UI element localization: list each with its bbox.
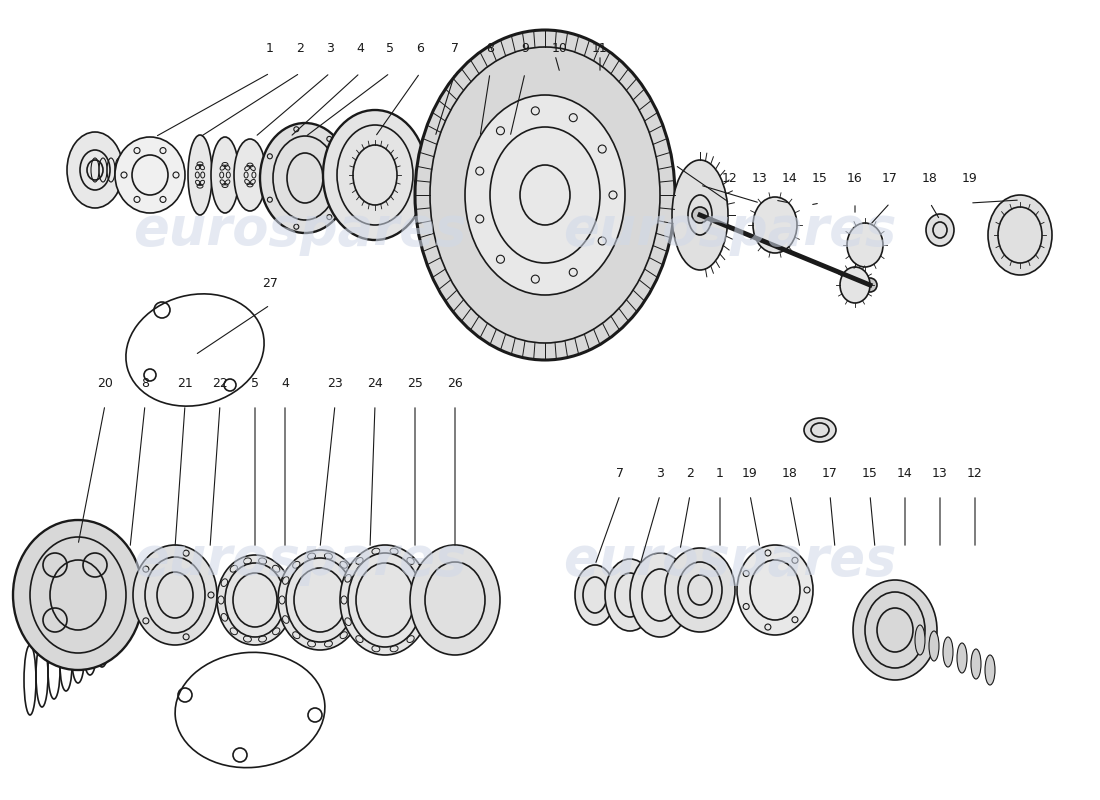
Text: 3: 3 (326, 42, 334, 55)
Text: 13: 13 (932, 467, 948, 480)
Ellipse shape (984, 655, 996, 685)
Text: 3: 3 (656, 467, 664, 480)
Text: 13: 13 (752, 172, 768, 185)
Text: 16: 16 (847, 172, 862, 185)
Text: 5: 5 (386, 42, 394, 55)
Text: 15: 15 (812, 172, 828, 185)
Text: eurospares: eurospares (133, 204, 466, 256)
Ellipse shape (804, 418, 836, 442)
Text: 27: 27 (262, 277, 278, 290)
Text: 9: 9 (521, 42, 529, 55)
Ellipse shape (957, 643, 967, 673)
Ellipse shape (260, 123, 350, 233)
Text: 8: 8 (141, 377, 149, 390)
Ellipse shape (217, 555, 293, 645)
Text: 14: 14 (898, 467, 913, 480)
Ellipse shape (915, 625, 925, 655)
Ellipse shape (971, 649, 981, 679)
Ellipse shape (211, 137, 239, 213)
Text: 15: 15 (862, 467, 878, 480)
Ellipse shape (754, 197, 798, 253)
Ellipse shape (852, 580, 937, 680)
Text: 24: 24 (367, 377, 383, 390)
Text: 19: 19 (742, 467, 758, 480)
Text: 19: 19 (962, 172, 978, 185)
Ellipse shape (67, 132, 123, 208)
Text: 21: 21 (177, 377, 192, 390)
Text: eurospares: eurospares (563, 204, 896, 256)
Text: 18: 18 (922, 172, 938, 185)
Text: 18: 18 (782, 467, 797, 480)
Ellipse shape (672, 160, 728, 270)
Text: eurospares: eurospares (563, 534, 896, 586)
Text: 10: 10 (552, 42, 568, 55)
Ellipse shape (323, 110, 427, 240)
Ellipse shape (988, 195, 1052, 275)
Ellipse shape (278, 550, 362, 650)
Text: 7: 7 (616, 467, 624, 480)
Text: 25: 25 (407, 377, 422, 390)
Ellipse shape (943, 637, 953, 667)
Ellipse shape (737, 545, 813, 635)
Text: 1: 1 (716, 467, 724, 480)
Text: 11: 11 (592, 42, 608, 55)
Text: 6: 6 (416, 42, 424, 55)
Text: 17: 17 (822, 467, 838, 480)
Ellipse shape (840, 267, 870, 303)
Ellipse shape (847, 223, 883, 267)
Ellipse shape (666, 548, 735, 632)
Ellipse shape (188, 135, 212, 215)
Text: 23: 23 (327, 377, 343, 390)
Text: 7: 7 (451, 42, 459, 55)
Ellipse shape (415, 30, 675, 360)
Ellipse shape (340, 545, 430, 655)
Text: 5: 5 (251, 377, 258, 390)
Text: 17: 17 (882, 172, 898, 185)
Ellipse shape (605, 559, 654, 631)
Text: 14: 14 (782, 172, 797, 185)
Text: 2: 2 (686, 467, 694, 480)
Text: 22: 22 (212, 377, 228, 390)
Text: 12: 12 (722, 172, 738, 185)
Ellipse shape (864, 278, 877, 292)
Ellipse shape (410, 545, 500, 655)
Ellipse shape (926, 214, 954, 246)
Ellipse shape (630, 553, 690, 637)
Ellipse shape (465, 95, 625, 295)
Ellipse shape (930, 631, 939, 661)
Text: 8: 8 (486, 42, 494, 55)
Text: 20: 20 (97, 377, 113, 390)
Ellipse shape (234, 139, 266, 211)
Ellipse shape (116, 137, 185, 213)
Text: 26: 26 (447, 377, 463, 390)
Text: 4: 4 (356, 42, 364, 55)
Text: 4: 4 (282, 377, 289, 390)
Text: 12: 12 (967, 467, 983, 480)
Ellipse shape (575, 565, 615, 625)
Text: 1: 1 (266, 42, 274, 55)
Ellipse shape (133, 545, 217, 645)
Ellipse shape (692, 207, 708, 223)
Text: eurospares: eurospares (133, 534, 466, 586)
Ellipse shape (13, 520, 143, 670)
Text: 2: 2 (296, 42, 304, 55)
